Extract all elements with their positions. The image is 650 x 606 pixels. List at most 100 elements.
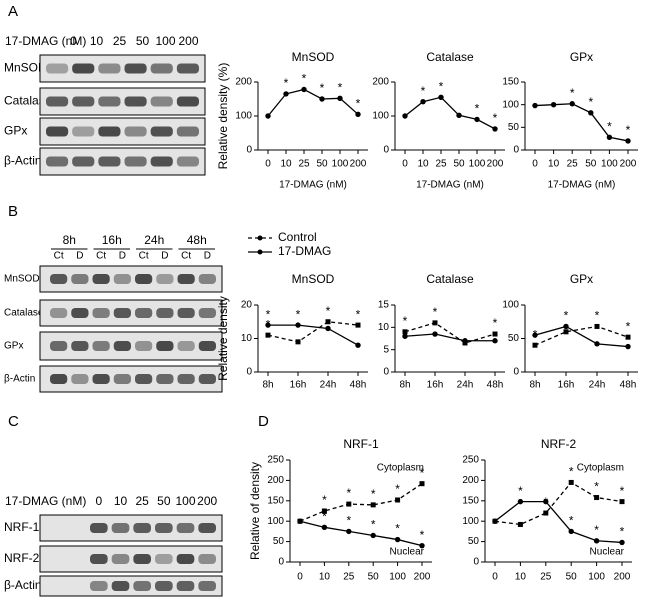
x-tick-label: 0 <box>532 159 538 170</box>
point <box>295 322 301 328</box>
star: * <box>626 319 631 333</box>
point <box>474 116 480 123</box>
y-tick-label: 100 <box>235 111 252 122</box>
lane-label: 10 <box>90 34 104 48</box>
point <box>295 339 301 345</box>
y-tick-label: 100 <box>267 516 284 527</box>
band <box>155 581 173 591</box>
y-tick-label: 0 <box>473 557 479 568</box>
point <box>543 510 549 516</box>
point <box>456 112 462 119</box>
chart-title: GPx <box>570 272 593 286</box>
star: * <box>403 314 408 328</box>
lane-label: 0 <box>95 494 102 508</box>
band <box>46 156 69 167</box>
band <box>198 341 216 351</box>
y-tick-label: 0 <box>246 145 252 156</box>
point <box>517 521 523 527</box>
blot-box <box>39 514 223 542</box>
y-tick-label: 0 <box>513 145 519 156</box>
y-tick-label: 0 <box>383 367 389 378</box>
line <box>494 481 623 526</box>
band <box>111 581 130 591</box>
lane-label: 100 <box>155 34 175 48</box>
band <box>176 156 199 167</box>
band <box>46 63 69 74</box>
point <box>619 499 625 505</box>
x-tick-label: 10 <box>417 159 429 170</box>
x-tick-label: 24h <box>320 380 337 391</box>
y-tick-label: 50 <box>273 536 285 547</box>
point <box>593 538 600 544</box>
band <box>124 126 147 137</box>
blot-header: 17-DMAG (nM) <box>5 494 86 508</box>
star: * <box>302 72 307 86</box>
star: * <box>493 316 498 330</box>
star: * <box>620 484 625 498</box>
point <box>594 323 600 329</box>
star: * <box>326 304 331 318</box>
star: * <box>595 309 600 323</box>
point <box>588 110 594 116</box>
band <box>113 274 131 284</box>
lane-label: 0 <box>70 34 77 48</box>
y-tick-label: 150 <box>502 77 519 88</box>
star: * <box>322 493 327 507</box>
series-label: Nuclear <box>590 547 625 558</box>
band <box>124 63 147 74</box>
group-label: 24h <box>144 233 164 247</box>
x-tick-label: 16h <box>558 380 575 391</box>
x-tick-label: 16h <box>427 380 444 391</box>
line <box>534 325 629 348</box>
group-label: 16h <box>102 233 122 247</box>
band <box>72 96 95 107</box>
point <box>283 91 289 97</box>
point <box>265 322 271 328</box>
y-tick-label: 250 <box>462 455 479 466</box>
lane-label: Ct <box>54 251 64 262</box>
band <box>50 308 68 318</box>
star: * <box>594 523 599 537</box>
band <box>111 523 130 533</box>
band <box>156 274 174 284</box>
point <box>568 479 574 485</box>
band <box>198 374 216 384</box>
x-tick-label: 48h <box>350 380 367 391</box>
row-label: GPx <box>4 341 23 352</box>
legend-marker <box>257 235 263 241</box>
band <box>71 374 89 384</box>
point <box>568 528 574 535</box>
row-label: β-Actin <box>4 374 35 385</box>
band <box>135 308 153 318</box>
x-tick-label: 8h <box>399 380 410 391</box>
star: * <box>493 111 498 125</box>
band <box>176 554 195 564</box>
point <box>297 518 303 524</box>
band <box>177 274 195 284</box>
point <box>402 333 408 339</box>
x-axis-label: 17-DMAG (nM) <box>279 180 347 191</box>
point <box>492 331 498 337</box>
point <box>594 495 600 501</box>
lane-label: D <box>76 251 83 262</box>
x-tick-label: 50 <box>368 572 380 583</box>
y-tick-label: 5 <box>383 344 389 355</box>
star: * <box>320 81 325 95</box>
y-tick-label: 250 <box>267 455 284 466</box>
point <box>432 331 438 337</box>
point <box>402 113 408 119</box>
x-tick-label: 100 <box>389 572 406 583</box>
legend-marker <box>257 249 263 255</box>
row-label: Catalase <box>4 308 44 319</box>
line <box>299 520 423 547</box>
series-label: Cytoplasm <box>577 463 624 474</box>
band <box>92 274 110 284</box>
point <box>606 134 613 141</box>
band <box>50 274 68 284</box>
star: * <box>395 522 400 536</box>
x-tick-label: 100 <box>332 159 349 170</box>
y-tick-label: 100 <box>502 300 519 311</box>
band <box>46 96 69 107</box>
chart-title: Catalase <box>426 272 474 286</box>
point <box>462 338 468 344</box>
